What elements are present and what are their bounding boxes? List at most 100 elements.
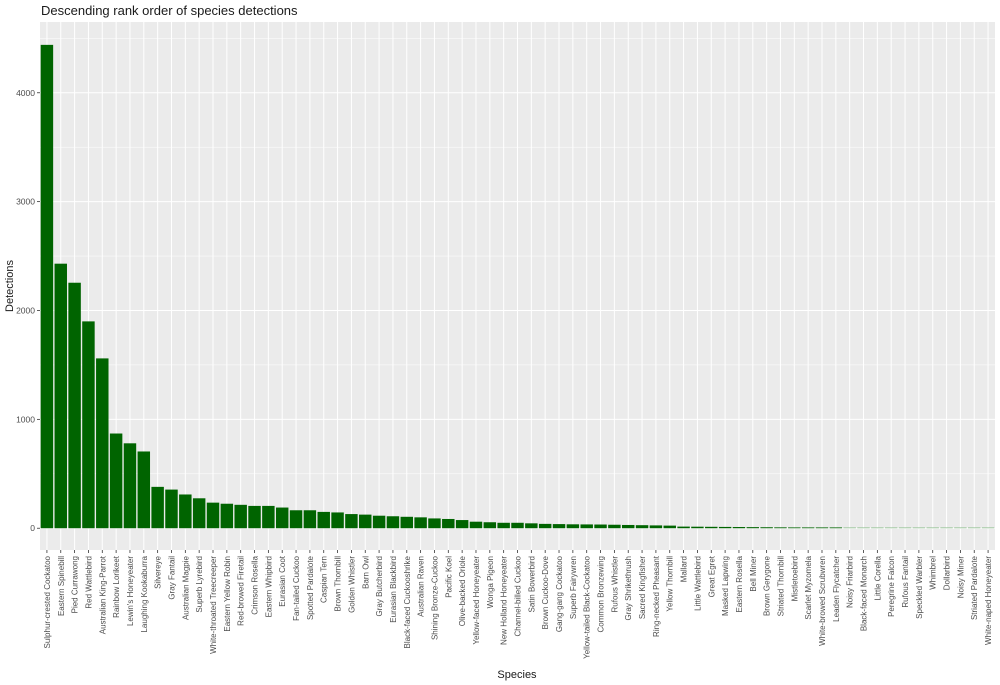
bar (608, 524, 621, 529)
x-tick-label: Black-faced Cuckooshrike (403, 555, 412, 648)
bar (621, 524, 635, 529)
x-tick-label: Sulphur-crested Cockatoo (43, 555, 52, 648)
y-tick-label: 2000 (16, 305, 35, 315)
x-tick-label: Laughing Kookaburra (140, 555, 149, 632)
bar (40, 44, 54, 529)
bar (234, 504, 247, 529)
bar (372, 515, 386, 529)
x-tick-label: Eastern Rosella (735, 555, 744, 612)
y-axis-title: Detections (4, 260, 16, 312)
bar (497, 522, 510, 529)
bar (815, 527, 829, 529)
bar (552, 524, 566, 529)
bar (331, 512, 344, 529)
x-tick-label: Noisy Miner (956, 556, 965, 599)
bar (151, 486, 164, 529)
bars (40, 44, 995, 529)
x-tick-label: Gray Butcherbird (375, 556, 384, 616)
bar (981, 527, 995, 529)
x-tick-label: Noisy Friarbird (846, 556, 855, 608)
x-axis-title: Species (497, 669, 537, 681)
bar (179, 494, 192, 529)
x-tick-label: Barn Owl (361, 556, 370, 589)
bar (871, 527, 884, 529)
x-tick-label: Bell Miner (749, 556, 758, 592)
bar (884, 527, 898, 529)
y-axis: 0 1000 2000 3000 4000 (16, 88, 40, 533)
bar (96, 358, 109, 529)
x-tick-label: Olive-backed Oriole (458, 555, 467, 626)
x-tick-label: Eastern Yellow Robin (223, 556, 232, 632)
y-tick-label: 1000 (16, 414, 35, 424)
bar (788, 527, 801, 529)
bar (926, 527, 939, 529)
bar (580, 524, 593, 529)
bar (677, 526, 690, 529)
x-tick-label: Great Egret (707, 555, 716, 597)
bar (220, 503, 234, 529)
bar (400, 516, 414, 529)
x-tick-label: Speckled Warbler (915, 556, 924, 619)
x-tick-label: Golden Whistler (347, 556, 356, 613)
bar (455, 520, 469, 529)
x-tick-label: Peregrine Falcon (887, 556, 896, 617)
x-tick-label: Red Wattlebird (84, 556, 93, 609)
bar (68, 282, 81, 529)
bar (954, 527, 967, 529)
bar (303, 510, 317, 529)
bar (940, 527, 953, 529)
x-tick-label: White-browed Scrubwren (818, 556, 827, 646)
bar (206, 502, 220, 529)
bar (843, 527, 856, 529)
x-tick-label: Gray Shrikethrush (624, 556, 633, 620)
bar (317, 511, 330, 529)
bar (566, 524, 580, 529)
x-tick-label: Yellow-tailed Black-Cockatoo (583, 555, 592, 658)
x-tick-label: White-throated Treecreeper (209, 556, 218, 654)
bar (746, 527, 760, 529)
x-tick-label: Leaden Flycatcher (832, 556, 841, 622)
bar (82, 321, 95, 529)
x-tick-label: Red-browed Firetail (237, 556, 246, 626)
bar (262, 505, 275, 529)
bar (912, 527, 926, 529)
bar (386, 516, 400, 529)
x-tick-label: Superb Lyrebird (195, 556, 204, 613)
y-tick-label: 4000 (16, 88, 35, 98)
x-tick-label: Black-faced Monarch (860, 556, 869, 631)
x-tick-label: Rainbow Lorikeet (112, 555, 121, 618)
bar (109, 433, 123, 529)
bar (345, 514, 358, 529)
bar (414, 517, 427, 529)
x-tick-label: New Holland Honeyeater (500, 556, 509, 645)
bar (691, 526, 704, 529)
x-tick-label: Fan-tailed Cuckoo (292, 555, 301, 620)
x-tick-label: Little Wattlebird (693, 556, 702, 611)
bar (718, 526, 732, 529)
bar (525, 523, 538, 529)
x-tick-label: Australian Raven (417, 556, 426, 617)
x-tick-label: Dollarbird (943, 556, 952, 590)
x-tick-label: Yellow Thornbill (666, 556, 675, 612)
bar (829, 527, 843, 529)
bar (511, 522, 524, 529)
x-tick-label: Mallard (680, 556, 689, 582)
x-tick-label: Brown Thornbill (334, 556, 343, 612)
x-tick-label: Brown Cuckoo-Dove (541, 555, 550, 629)
bar (359, 514, 372, 529)
x-tick-label: Scarlet Myzomela (804, 555, 813, 619)
x-tick-label: Wonga Pigeon (486, 556, 495, 608)
x-tick-label: Shining Bronze-Cuckoo (430, 555, 439, 640)
bar (289, 510, 303, 529)
x-tick-label: Silvereye (154, 555, 163, 588)
bar (732, 527, 746, 529)
bar (192, 498, 206, 529)
x-tick-label: Pied Currawong (71, 556, 80, 613)
bar (137, 451, 151, 529)
bar (275, 507, 289, 529)
bar (54, 263, 67, 529)
x-tick-label: Superb Fairywren (569, 556, 578, 619)
x-tick-label: Common Bronzewing (597, 556, 606, 632)
x-tick-label: Gang-gang Cockatoo (555, 555, 564, 632)
